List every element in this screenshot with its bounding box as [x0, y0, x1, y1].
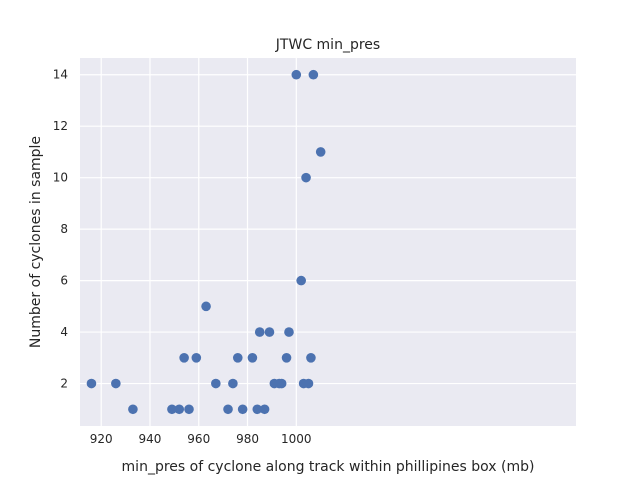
data-point — [179, 353, 189, 363]
data-point — [303, 378, 314, 389]
x-tick-label: 1000 — [281, 432, 312, 446]
plot-background — [80, 58, 576, 426]
data-point — [128, 404, 138, 415]
data-point — [308, 69, 319, 80]
x-tick-label: 920 — [90, 432, 113, 446]
chart-title: JTWC min_pres — [275, 37, 380, 53]
x-tick-label: 960 — [187, 432, 210, 446]
data-point — [174, 404, 185, 415]
data-point — [315, 147, 326, 157]
data-point — [111, 378, 121, 389]
data-point — [232, 353, 243, 363]
grid-lines — [80, 58, 576, 426]
data-point — [184, 404, 194, 415]
data-point — [281, 353, 292, 363]
data-point — [264, 327, 275, 337]
data-point — [252, 404, 263, 415]
data-point — [228, 378, 238, 389]
data-point — [296, 275, 306, 286]
data-point — [284, 327, 294, 337]
y-tick-label: 10 — [53, 171, 68, 185]
x-tick-label: 980 — [236, 432, 259, 446]
data-point — [276, 378, 287, 389]
data-point — [301, 172, 311, 183]
y-tick-label: 6 — [60, 274, 68, 288]
y-axis-label: Number of cyclones in sample — [28, 136, 44, 348]
data-point — [191, 353, 202, 363]
x-tick-label: 940 — [139, 432, 162, 446]
data-points — [86, 69, 326, 415]
data-point — [237, 404, 248, 415]
y-tick-label: 12 — [53, 119, 68, 133]
tick-labels: 920 940 960 980 1000 2 4 6 8 10 12 14 — [53, 68, 312, 446]
x-axis-label: min_pres of cyclone along track within p… — [122, 459, 535, 475]
y-tick-label: 4 — [60, 325, 68, 339]
data-point — [247, 353, 258, 363]
data-point — [201, 301, 211, 312]
data-point — [306, 353, 316, 363]
y-tick-label: 14 — [53, 68, 68, 82]
y-tick-label: 8 — [60, 222, 68, 236]
data-point — [86, 378, 97, 389]
data-point — [167, 404, 177, 415]
data-point — [259, 404, 270, 415]
data-point — [211, 378, 221, 389]
data-point — [291, 69, 302, 80]
y-tick-label: 2 — [60, 377, 68, 391]
data-point — [254, 327, 265, 337]
data-point — [223, 404, 233, 415]
